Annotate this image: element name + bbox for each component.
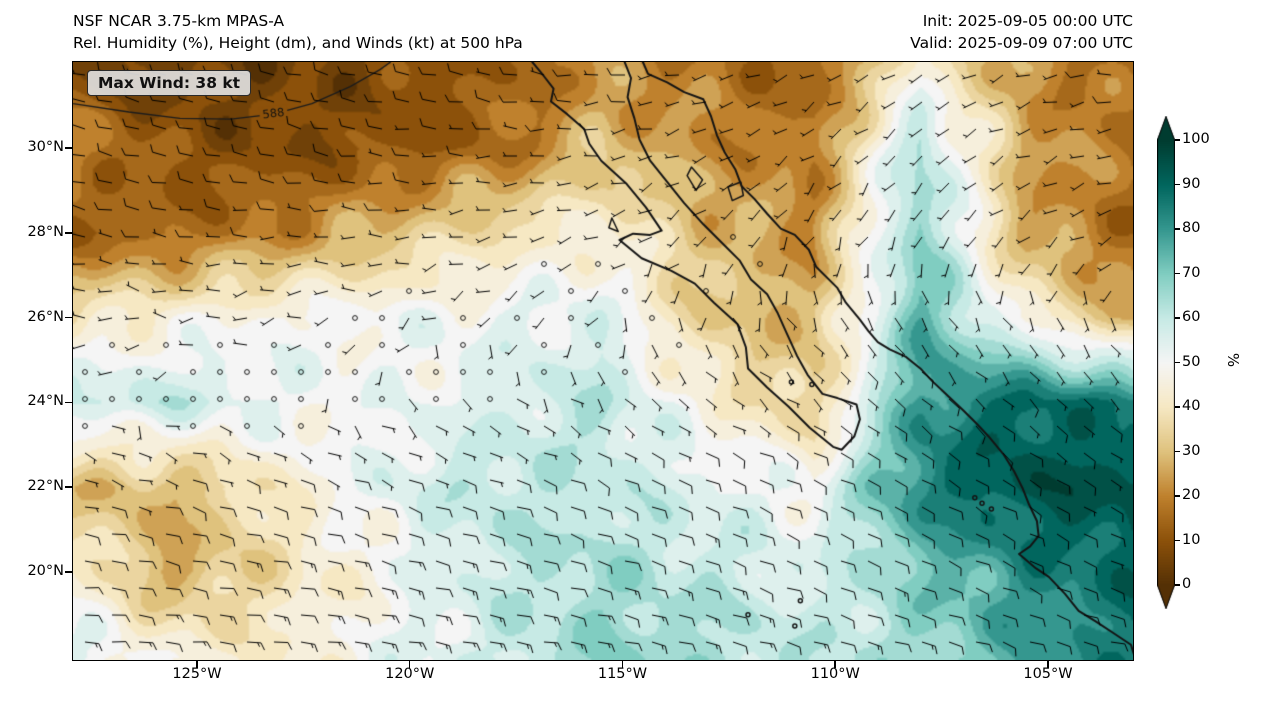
lat-tick-mark — [65, 232, 72, 234]
lat-tick-label: 26°N — [27, 308, 64, 325]
colorbar-tick-mark — [1175, 406, 1180, 408]
colorbar-unit-label: % — [1224, 352, 1243, 368]
lat-tick-mark — [65, 486, 72, 488]
model-name: NSF NCAR 3.75-km MPAS-A — [73, 12, 285, 30]
lat-tick-label: 30°N — [27, 139, 64, 156]
lon-tick-mark — [1047, 661, 1049, 668]
colorbar-tick-mark — [1175, 450, 1180, 453]
lat-tick-label: 28°N — [27, 223, 64, 240]
figure-header-left: NSF NCAR 3.75-km MPAS-A Rel. Humidity (%… — [73, 10, 523, 54]
colorbar — [1157, 116, 1175, 609]
lat-tick-label: 22°N — [27, 478, 64, 495]
colorbar-tick-mark — [1175, 495, 1180, 497]
colorbar-tick-label: 40 — [1182, 398, 1201, 414]
lat-tick-mark — [65, 401, 72, 404]
lat-tick-mark — [65, 316, 72, 319]
lon-tick-mark — [196, 661, 198, 668]
colorbar-tick-label: 70 — [1182, 264, 1201, 281]
lon-tick-mark — [834, 661, 836, 668]
lat-tick-mark — [65, 571, 72, 573]
humidity-wind-map-canvas — [73, 62, 1133, 660]
colorbar-tick-label: 50 — [1182, 353, 1201, 370]
max-wind-badge: Max Wind: 38 kt — [87, 70, 252, 96]
colorbar-tick-label: 100 — [1182, 131, 1210, 147]
lat-tick-mark — [65, 147, 72, 149]
lon-tick-mark — [621, 661, 624, 668]
plot-variables-title: Rel. Humidity (%), Height (dm), and Wind… — [73, 34, 523, 52]
lon-tick-label: 110°W — [810, 666, 860, 682]
valid-time-label: Valid: 2025-09-09 07:00 UTC — [910, 34, 1133, 52]
lat-tick-label: 20°N — [27, 562, 64, 579]
colorbar-tick-mark — [1175, 139, 1180, 141]
lon-tick-mark — [408, 661, 411, 668]
colorbar-tick-mark — [1175, 361, 1180, 364]
figure-header-right: Init: 2025-09-05 00:00 UTC Valid: 2025-0… — [910, 10, 1133, 54]
map-plot-area: Max Wind: 38 kt — [72, 61, 1134, 661]
colorbar-tick-label: 10 — [1182, 531, 1201, 548]
colorbar-tick-label: 80 — [1182, 220, 1201, 236]
colorbar-tick-mark — [1175, 317, 1180, 319]
colorbar-tick-mark — [1175, 539, 1180, 542]
colorbar-tick-label: 30 — [1182, 442, 1201, 459]
colorbar-tick-mark — [1175, 272, 1180, 275]
lon-tick-label: 115°W — [597, 666, 648, 682]
init-time-label: Init: 2025-09-05 00:00 UTC — [922, 12, 1133, 30]
lat-tick-label: 24°N — [27, 393, 64, 410]
lon-tick-label: 105°W — [1023, 666, 1073, 682]
colorbar-tick-label: 90 — [1182, 175, 1201, 192]
colorbar-tick-label: 60 — [1182, 309, 1201, 325]
colorbar-tick-label: 20 — [1182, 487, 1201, 503]
colorbar-tick-label: 0 — [1182, 576, 1192, 592]
lon-tick-label: 120°W — [385, 666, 435, 682]
lon-tick-label: 125°W — [172, 666, 222, 682]
colorbar-tick-mark — [1175, 584, 1180, 586]
colorbar-tick-mark — [1175, 228, 1180, 230]
colorbar-tick-mark — [1175, 183, 1180, 186]
